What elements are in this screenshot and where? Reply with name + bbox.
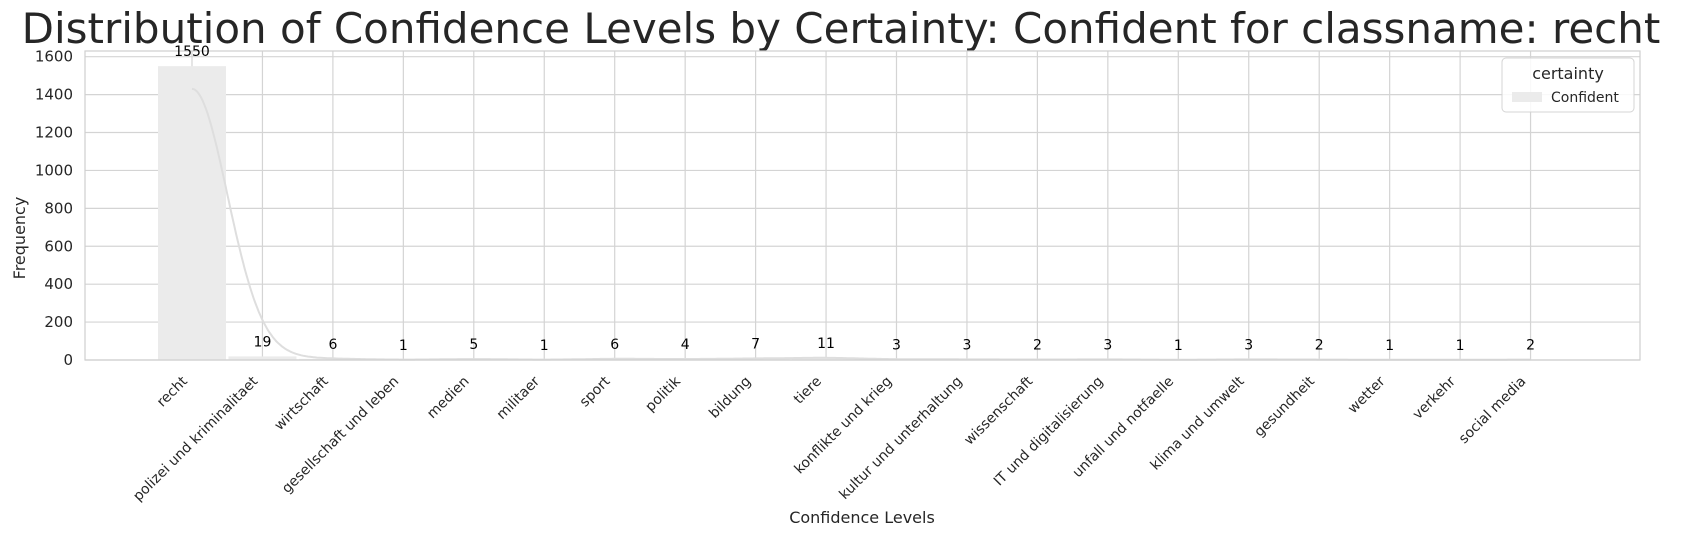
x-tick-label: tiere [791, 374, 825, 408]
y-tick-label: 800 [44, 199, 73, 217]
data-label: 4 [681, 337, 690, 353]
y-tick-label: 400 [44, 275, 73, 293]
data-label: 19 [254, 334, 272, 350]
y-ticks: 0 200 400 600 800 1000 1200 1400 1600 [35, 48, 73, 369]
y-axis-label: Frequency [10, 197, 29, 280]
y-tick-label: 200 [44, 313, 73, 331]
bar-recht [158, 66, 226, 360]
y-tick-label: 1600 [35, 48, 73, 66]
bars [158, 66, 1565, 360]
data-label: 3 [1103, 337, 1112, 353]
legend-entry-confident: Confident [1551, 90, 1619, 106]
x-tick-label: sport [577, 373, 614, 410]
kde-line [191, 87, 1531, 361]
data-label: 1 [540, 338, 549, 354]
bar-tiere [792, 357, 861, 360]
y-tick-label: 1000 [35, 161, 73, 179]
data-label: 1 [399, 338, 408, 354]
chart-title: Distribution of Confidence Levels by Cer… [22, 4, 1661, 53]
x-tick-label: militaer [494, 373, 543, 422]
x-tick-label: polizei und kriminalitaet [130, 373, 261, 504]
x-tick-label: medien [424, 374, 472, 422]
grid-lines [85, 51, 1640, 361]
data-label: 5 [469, 337, 478, 353]
data-label: 1550 [174, 44, 210, 60]
data-label: 2 [1315, 338, 1324, 354]
y-tick-label: 1400 [35, 86, 73, 104]
legend-swatch [1512, 92, 1542, 102]
x-tick-label: recht [154, 373, 191, 410]
x-tick-label: wissenschaft [961, 373, 1036, 448]
data-label: 6 [328, 337, 337, 353]
x-tick-label: verkehr [1410, 373, 1459, 422]
y-tick-label: 600 [44, 237, 73, 255]
plot-frame [84, 50, 1641, 361]
x-tick-label: social media [1456, 374, 1530, 448]
y-tick-label: 0 [63, 351, 73, 369]
data-label: 7 [751, 337, 760, 353]
data-label: 1 [1456, 338, 1465, 354]
data-label: 6 [610, 337, 619, 353]
x-tick-label: wetter [1345, 373, 1389, 417]
x-axis-label: Confidence Levels [789, 508, 935, 527]
data-label: 3 [892, 337, 901, 353]
data-label: 2 [1526, 338, 1535, 354]
legend: certainty Confident [1501, 57, 1635, 113]
legend-title: certainty [1532, 64, 1604, 83]
data-label: 11 [817, 336, 835, 352]
data-label: 2 [1033, 338, 1042, 354]
bar-polizei-und-kriminalitaet [228, 356, 297, 360]
x-tick-label: politik [642, 373, 684, 415]
data-label: 3 [962, 337, 971, 353]
x-tick-label: kultur und unterhaltung [836, 374, 965, 503]
x-tick-label: gesellschaft und leben [279, 374, 402, 497]
x-tick-label: bildung [706, 374, 754, 422]
data-label: 1 [1174, 338, 1183, 354]
x-tick-label: wirtschaft [271, 373, 332, 434]
data-label: 3 [1244, 337, 1253, 353]
y-tick-label: 1200 [35, 124, 73, 142]
data-label: 1 [1385, 338, 1394, 354]
x-tick-label: gesundheit [1251, 373, 1318, 440]
